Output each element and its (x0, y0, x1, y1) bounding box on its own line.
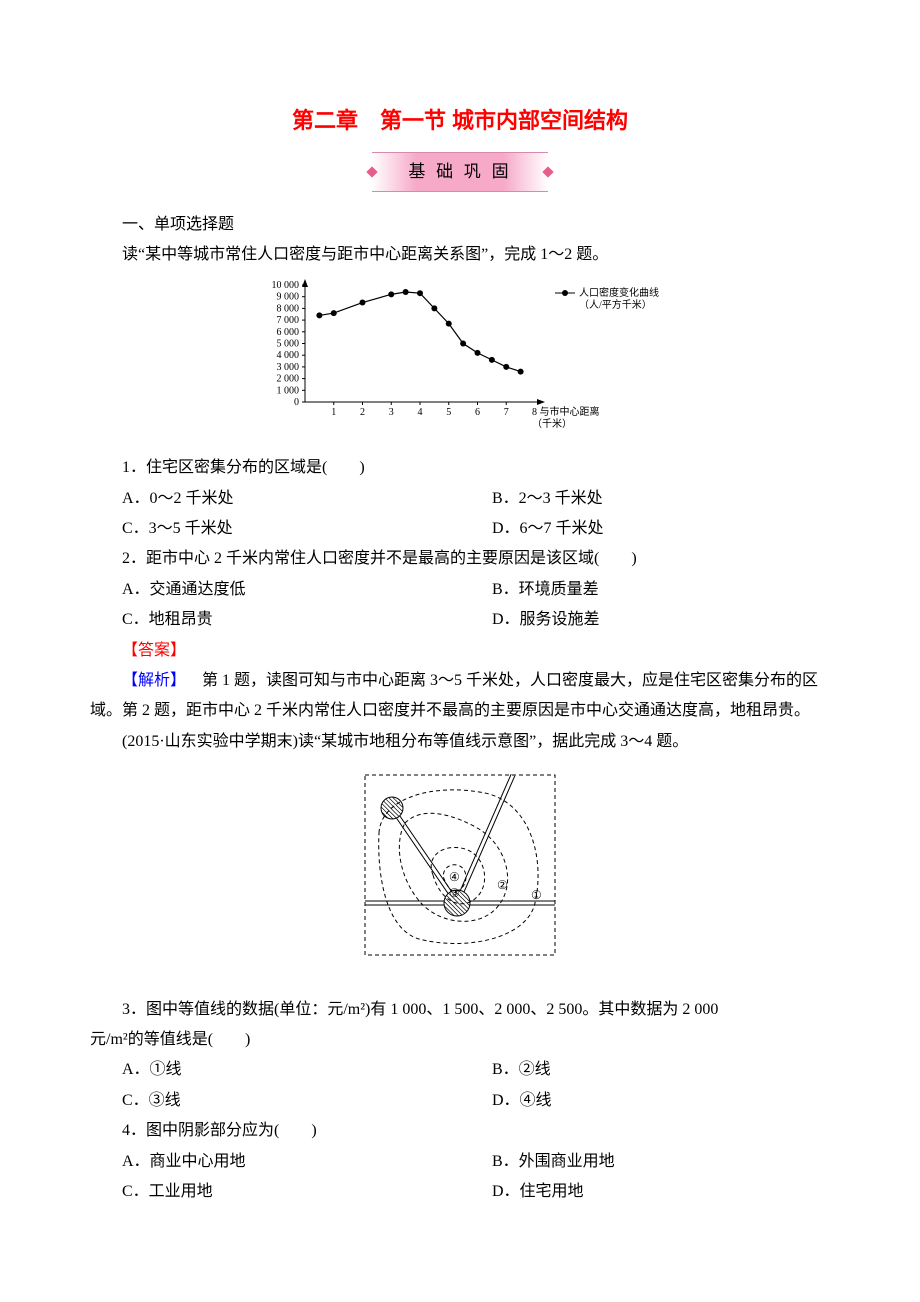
isoline-map: ① ② ③ ④ (345, 763, 575, 973)
svg-text:③: ③ (449, 886, 460, 900)
svg-text:2 000: 2 000 (277, 373, 300, 384)
density-chart: 01 0002 0003 0004 0005 0006 0007 0008 00… (250, 277, 670, 432)
answer-label: 【答案】 (90, 636, 830, 666)
analysis-1: 【解析】 第 1 题，读图可知与市中心距离 3～5 千米处，人口密度最大，应是住… (90, 666, 830, 727)
q2-options-row1: A．交通通达度低 B．环境质量差 (90, 575, 830, 605)
intro-2: (2015·山东实验中学期末)读“某城市地租分布等值线示意图”，据此完成 3～4… (90, 727, 830, 757)
svg-text:0: 0 (294, 397, 299, 408)
banner-wrap: 基 础 巩 固 (90, 152, 830, 192)
svg-text:④: ④ (449, 870, 460, 884)
q4-options-row1: A．商业中心用地 B．外围商业用地 (90, 1147, 830, 1177)
svg-text:人口密度变化曲线: 人口密度变化曲线 (579, 286, 659, 299)
analysis-1-text: 第 1 题，读图可知与市中心距离 3～5 千米处，人口密度最大，应是住宅区密集分… (90, 672, 818, 719)
q4-opt-b: B．外围商业用地 (460, 1147, 830, 1177)
q2-options-row2: C．地租昂贵 D．服务设施差 (90, 605, 830, 635)
svg-text:5 000: 5 000 (277, 338, 300, 349)
q1-options-row1: A．0～2 千米处 B．2～3 千米处 (90, 484, 830, 514)
q4-opt-a: A．商业中心用地 (90, 1147, 460, 1177)
q3-opt-a: A．①线 (90, 1055, 460, 1085)
banner: 基 础 巩 固 (372, 152, 547, 192)
q3-options-row2: C．③线 D．④线 (90, 1086, 830, 1116)
q3-opt-b: B．②线 (460, 1055, 830, 1085)
q1-opt-a: A．0～2 千米处 (90, 484, 460, 514)
svg-text:6 000: 6 000 (277, 327, 300, 338)
q4-opt-d: D．住宅用地 (460, 1177, 830, 1207)
q1-opt-d: D．6～7 千米处 (460, 514, 830, 544)
q2-stem: 2．距市中心 2 千米内常住人口密度并不是最高的主要原因是该区域( ) (90, 544, 830, 574)
chart1-wrap: 01 0002 0003 0004 0005 0006 0007 0008 00… (90, 277, 830, 443)
svg-text:8 000: 8 000 (277, 303, 300, 314)
q1-stem: 1．住宅区密集分布的区域是( ) (90, 453, 830, 483)
svg-text:7: 7 (504, 407, 509, 418)
section-heading: 一、单项选择题 (90, 210, 830, 240)
svg-text:②: ② (497, 878, 508, 892)
q2-opt-c: C．地租昂贵 (90, 605, 460, 635)
q4-opt-c: C．工业用地 (90, 1177, 460, 1207)
q3-stem: 3．图中等值线的数据(单位：元/m²)有 1 000、1 500、2 000、2… (90, 995, 830, 1056)
svg-text:3: 3 (389, 407, 394, 418)
q4-options-row2: C．工业用地 D．住宅用地 (90, 1177, 830, 1207)
svg-text:7 000: 7 000 (277, 315, 300, 326)
intro-1: 读“某中等城市常住人口密度与距市中心距离关系图”，完成 1～2 题。 (90, 240, 830, 270)
analysis-label: 【解析】 (90, 666, 186, 696)
q3-opt-c: C．③线 (90, 1086, 460, 1116)
q2-opt-d: D．服务设施差 (460, 605, 830, 635)
q1-opt-c: C．3～5 千米处 (90, 514, 460, 544)
svg-text:1: 1 (331, 407, 336, 418)
svg-text:4: 4 (418, 407, 423, 418)
svg-text:（人/平方千米）: （人/平方千米） (579, 298, 652, 311)
svg-text:3 000: 3 000 (277, 362, 300, 373)
svg-text:6: 6 (475, 407, 480, 418)
q2-opt-b: B．环境质量差 (460, 575, 830, 605)
svg-text:8 与市中心距离: 8 与市中心距离 (532, 405, 600, 418)
svg-text:2: 2 (360, 407, 365, 418)
q2-opt-a: A．交通通达度低 (90, 575, 460, 605)
chapter-title: 第二章 第一节 城市内部空间结构 (90, 100, 830, 142)
svg-text:4 000: 4 000 (277, 350, 300, 361)
q3-opt-d: D．④线 (460, 1086, 830, 1116)
svg-text:5: 5 (446, 407, 451, 418)
svg-text:10 000: 10 000 (272, 280, 300, 291)
q3-options-row1: A．①线 B．②线 (90, 1055, 830, 1085)
q3-stem-a: 3．图中等值线的数据(单位：元/m²)有 1 000、1 500、2 000、2… (90, 995, 718, 1025)
svg-text:1 000: 1 000 (277, 385, 300, 396)
page: 第二章 第一节 城市内部空间结构 基 础 巩 固 一、单项选择题 读“某中等城市… (0, 0, 920, 1267)
svg-text:①: ① (531, 888, 542, 902)
q1-options-row2: C．3～5 千米处 D．6～7 千米处 (90, 514, 830, 544)
q4-stem: 4．图中阴影部分应为( ) (90, 1116, 830, 1146)
chart2-wrap: ① ② ③ ④ (90, 763, 830, 984)
svg-text:（千米）: （千米） (532, 417, 572, 430)
svg-text:9 000: 9 000 (277, 292, 300, 303)
q3-stem-b: 元/m²的等值线是( ) (90, 1031, 250, 1048)
q1-opt-b: B．2～3 千米处 (460, 484, 830, 514)
